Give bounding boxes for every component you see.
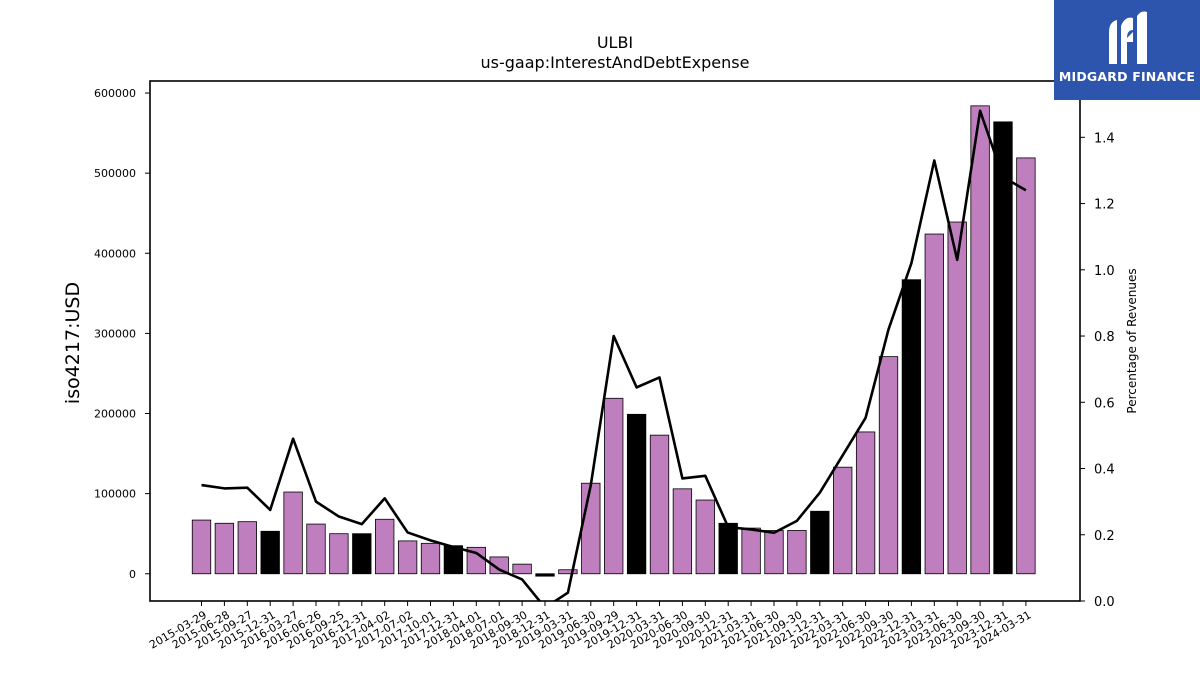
chart-title: ULBI [597,33,633,52]
y2-tick-label: 0.8 [1094,330,1115,345]
revenue-percentage-line [201,109,1027,601]
bar-2020-09-30 [695,499,715,575]
y-tick-label: 0 [129,568,136,581]
y2-tick-label: 1.2 [1094,198,1115,213]
bar-2021-06-30 [764,530,784,575]
bar-2019-03-31 [558,569,578,575]
bar-2018-12-31 [535,573,555,577]
bar-2015-03-29 [191,519,212,575]
y2-tick-label: 0.0 [1094,595,1115,610]
bar-2021-12-31 [810,510,830,575]
brand-logo: MIDGARD FINANCE [1054,0,1200,100]
bar-2022-12-31 [901,279,922,575]
bar-2022-06-30 [855,431,876,575]
bar-2016-06-26 [306,523,326,575]
bar-2023-06-30 [947,221,967,575]
bar-2017-04-02 [375,518,395,575]
y-axis-left: 0 100000 200000 300000 400000 500000 600000 [94,87,150,581]
bar-2016-09-25 [329,533,349,575]
bar-2021-03-31 [741,527,761,575]
y-tick-label: 600000 [94,87,136,100]
bar-2021-09-30 [787,530,807,575]
bar-2018-07-01 [489,556,509,575]
bar-2016-12-31 [352,533,372,575]
bar-2023-09-30 [970,105,990,575]
bar-2018-09-30 [512,563,532,575]
y-axis-right: 0.0 0.2 0.4 0.6 0.8 1.0 1.2 1.4 [1080,131,1115,610]
y2-tick-label: 0.4 [1094,463,1115,478]
plot-frame [149,80,1081,602]
y2-tick-label: 1.4 [1094,131,1115,146]
y-tick-label: 300000 [94,327,136,340]
bar-2020-12-31 [718,522,738,575]
bar-2023-03-31 [924,233,944,575]
bar-2015-12-31 [260,530,280,575]
bar-2017-07-02 [397,540,418,575]
bar-2024-03-31 [1016,157,1036,575]
plot-area [191,105,1036,601]
bar-2022-09-30 [878,356,899,575]
bar-2015-09-27 [237,521,257,575]
y2-tick-label: 0.6 [1094,396,1115,411]
bar-2017-10-01 [420,542,441,575]
brand-name: MIDGARD FINANCE [1058,69,1196,84]
bar-2022-03-31 [833,466,853,575]
y-axis-label: iso4217:USD [62,282,84,404]
bar-2020-03-31 [649,434,670,575]
y2-tick-label: 0.2 [1094,529,1115,544]
bar-2019-06-30 [581,482,601,575]
y2-tick-label: 1.0 [1094,264,1115,279]
bar-2020-06-30 [672,488,693,575]
bar-2019-09-29 [604,397,624,575]
x-axis: 2015-03-292015-06-282015-09-272015-12-31… [147,601,1033,652]
bar-2023-12-31 [993,121,1013,575]
bar-2016-03-27 [283,491,303,575]
bar-2015-06-28 [214,522,235,575]
y-tick-label: 400000 [94,247,136,260]
bar-2019-12-31 [626,413,647,575]
y-tick-label: 200000 [94,408,136,421]
y-tick-label: 100000 [94,488,136,501]
chart-subtitle: us-gaap:InterestAndDebtExpense [481,53,750,72]
midgard-finance-logo-icon [1109,11,1147,64]
y2-axis-label: Percentage of Revenues [1125,268,1139,413]
y-tick-label: 500000 [94,167,136,180]
